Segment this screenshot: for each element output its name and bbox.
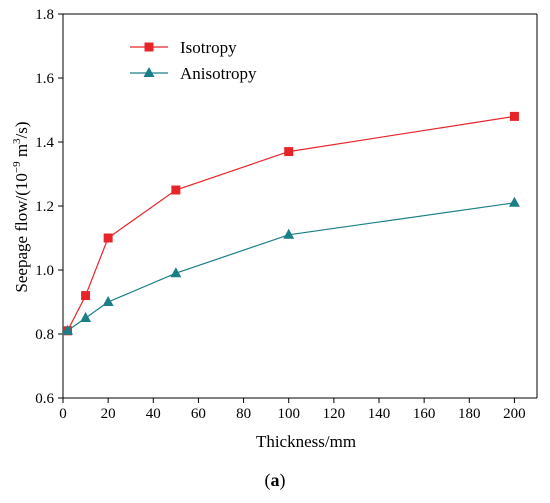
- y-tick-label: 1.8: [35, 7, 54, 23]
- caption-open: (: [264, 470, 271, 490]
- data-point: [170, 267, 182, 278]
- y-axis-title-suffix: /s): [12, 121, 31, 138]
- x-tick-label: 120: [323, 406, 346, 422]
- data-point: [171, 185, 181, 195]
- data-point: [508, 196, 520, 207]
- x-tick-label: 20: [101, 406, 116, 422]
- series-line: [66, 115, 515, 332]
- data-point: [62, 324, 74, 335]
- y-tick-label: 0.6: [35, 391, 54, 407]
- legend-label: Anisotropy: [180, 64, 257, 83]
- data-point: [283, 228, 295, 239]
- chart: 0 20 40 60 80 100 120 140 160 180 200 0.6 0.8 1.0 1.2 1…: [11, 7, 538, 451]
- legend: Isotropy Anisotropy: [130, 38, 257, 83]
- caption-close: ): [279, 470, 286, 490]
- data-point: [103, 233, 113, 243]
- x-tick-label: 40: [146, 406, 161, 422]
- x-tick-label: 60: [191, 406, 206, 422]
- x-tick-label: 80: [236, 406, 251, 422]
- x-tick-label: 100: [277, 406, 300, 422]
- y-axis-title-exp1: −9: [11, 161, 23, 173]
- x-tick-label: 0: [59, 406, 67, 422]
- y-axis-title-mid: m: [12, 144, 31, 161]
- y-axis-title-prefix: Seepage flow/(10: [12, 173, 31, 292]
- x-axis-title: Thickness/mm: [256, 432, 356, 451]
- legend-label: Isotropy: [180, 38, 237, 57]
- series-isotropy: [63, 111, 519, 336]
- data-point: [284, 147, 294, 157]
- y-tick-label: 0.8: [35, 327, 54, 343]
- y-tick-label: 1.0: [35, 263, 54, 279]
- legend-marker: [144, 42, 154, 52]
- x-tick-label: 200: [503, 406, 526, 422]
- y-tick-label: 1.2: [35, 199, 54, 215]
- y-axis-title-exp2: 3: [11, 138, 23, 144]
- axes: 0 20 40 60 80 100 120 140 160 180 200 0.6 0.8 1.0 1.2 1…: [35, 7, 538, 422]
- data-point: [81, 291, 91, 301]
- y-tick-label: 1.4: [35, 135, 54, 151]
- y-tick-label: 1.6: [35, 71, 54, 87]
- series-line: [67, 202, 515, 332]
- x-tick-label: 160: [413, 406, 436, 422]
- x-tick-label: 140: [368, 406, 391, 422]
- series-anisotropy: [62, 196, 520, 335]
- legend-marker: [143, 67, 155, 77]
- series-layer: [62, 111, 520, 336]
- data-point: [102, 296, 114, 306]
- x-tick-label: 180: [458, 406, 481, 422]
- data-point: [80, 312, 92, 322]
- data-point: [509, 111, 519, 121]
- caption-letter: a: [270, 470, 280, 490]
- figure-caption: (a): [0, 470, 550, 491]
- y-axis-title: Seepage flow/(10−9 m3/s): [11, 121, 31, 292]
